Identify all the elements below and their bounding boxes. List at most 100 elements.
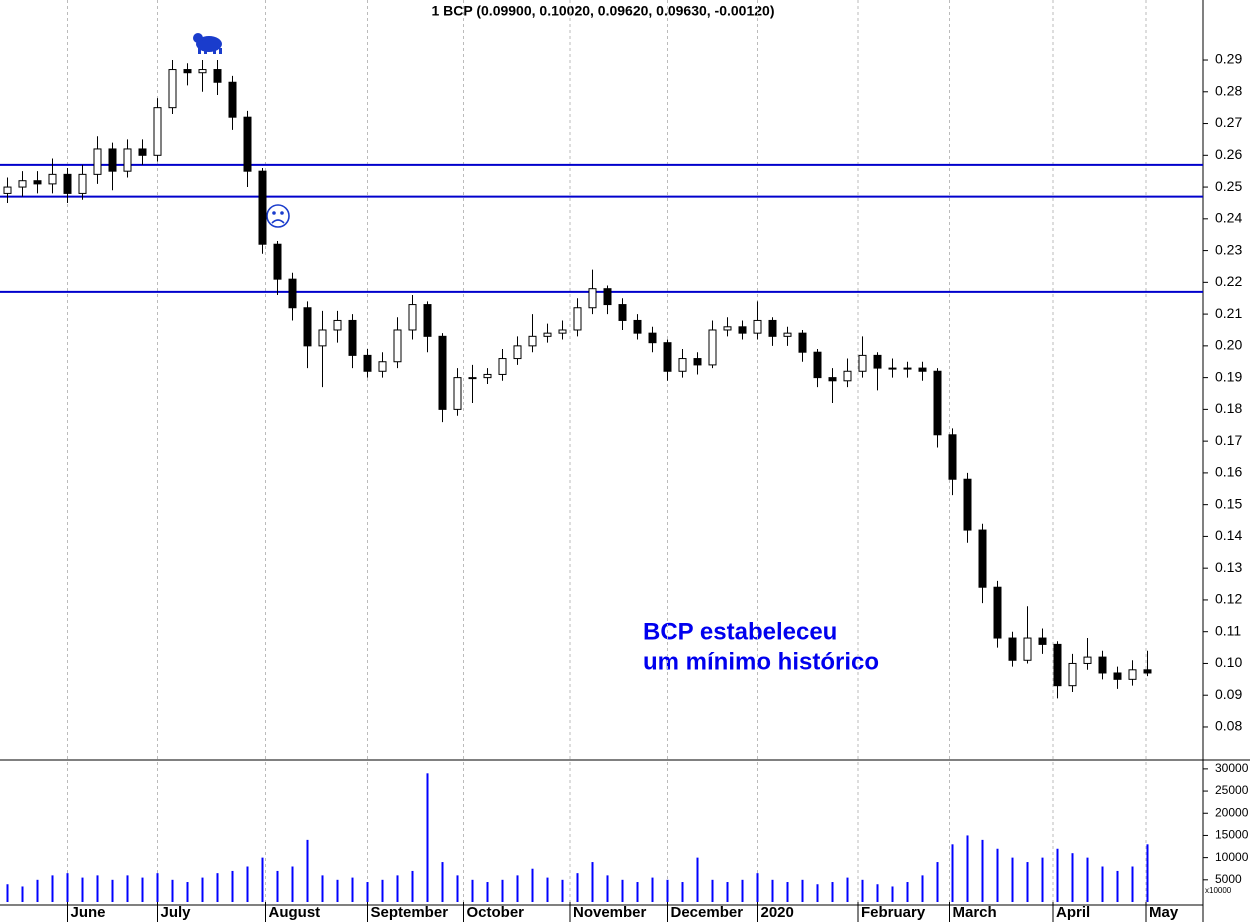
x-tick-label: November	[573, 904, 647, 921]
bull-icon	[193, 33, 222, 54]
candle-body	[483, 373, 492, 379]
candle-body	[1083, 656, 1092, 664]
candle-body	[513, 345, 522, 360]
volume-bar	[951, 844, 954, 902]
y-tick-label: 0.09	[1215, 686, 1242, 702]
candle-body	[753, 319, 762, 334]
y-tick-label: 0.12	[1215, 591, 1242, 607]
candle-body	[48, 173, 57, 185]
volume-bar	[861, 879, 864, 902]
y-tick-label: 10000	[1215, 850, 1249, 864]
y-tick-label: 0.19	[1215, 368, 1242, 384]
x-tick-label: April	[1056, 904, 1090, 921]
candle-body	[108, 148, 117, 172]
volume-bar	[111, 879, 114, 902]
y-tick-label: 0.28	[1215, 82, 1242, 98]
candle-body	[1053, 643, 1062, 687]
x-tick-label: May	[1149, 904, 1179, 921]
candle-body	[1098, 656, 1107, 674]
volume-bar	[636, 882, 639, 902]
x-tick-label: March	[953, 904, 997, 921]
candle-body	[948, 434, 957, 480]
candle-body	[423, 304, 432, 337]
volume-bar	[606, 875, 609, 902]
candle-body	[348, 319, 357, 356]
volume-bar	[156, 873, 159, 902]
volume-bar	[471, 879, 474, 902]
y-tick-label: 0.27	[1215, 114, 1242, 130]
candle-body	[903, 367, 912, 370]
x-tick-label: September	[371, 904, 449, 921]
candle-body	[438, 335, 447, 410]
volume-bar	[726, 882, 729, 902]
volume-bar	[771, 879, 774, 902]
volume-bar	[1056, 848, 1059, 902]
y-tick-label: 0.16	[1215, 464, 1242, 480]
y-tick-label: 0.20	[1215, 337, 1242, 353]
volume-bar	[1101, 866, 1104, 902]
candle-body	[453, 377, 462, 410]
y-tick-label: 0.17	[1215, 432, 1242, 448]
volume-bar	[576, 873, 579, 902]
volume-bar	[1071, 853, 1074, 902]
x-tick-label: October	[467, 904, 525, 921]
volume-bar	[6, 884, 9, 902]
y-tick-label: 0.18	[1215, 400, 1242, 416]
candle-body	[273, 243, 282, 280]
volume-bar	[336, 879, 339, 902]
volume-bar	[591, 862, 594, 902]
candle-body	[798, 332, 807, 353]
volume-bar	[546, 877, 549, 902]
candle-body	[258, 170, 267, 245]
candle-body	[228, 81, 237, 118]
y-tick-label: 0.29	[1215, 51, 1242, 67]
chart-title: 1 BCP (0.09900, 0.10020, 0.09620, 0.0963…	[431, 3, 774, 19]
y-tick-label: 0.13	[1215, 559, 1242, 575]
candle-body	[1008, 637, 1017, 661]
candle-body	[573, 307, 582, 331]
volume-bar	[756, 873, 759, 902]
candle-body	[1143, 669, 1152, 674]
volume-bar	[651, 877, 654, 902]
volume-bar	[741, 879, 744, 902]
volume-bar	[396, 875, 399, 902]
candle-body	[678, 358, 687, 372]
candle-body	[858, 354, 867, 372]
candle-body	[213, 69, 222, 83]
candle-body	[693, 358, 702, 366]
volume-bar	[801, 879, 804, 902]
volume-bar	[141, 877, 144, 902]
volume-bar	[966, 835, 969, 902]
volume-bar	[351, 877, 354, 902]
candle-body	[543, 332, 552, 337]
candle-body	[183, 69, 192, 74]
x-tick-label: February	[861, 904, 926, 921]
volume-bar	[561, 879, 564, 902]
sad-face-icon	[266, 204, 290, 228]
candle-body	[558, 329, 567, 334]
volume-bar	[456, 875, 459, 902]
candle-body	[78, 173, 87, 194]
candle-body	[618, 304, 627, 321]
volume-bar	[621, 879, 624, 902]
volume-bar	[306, 839, 309, 902]
candle-body	[408, 304, 417, 331]
candle-body	[633, 319, 642, 334]
y-tick-label: 0.10	[1215, 654, 1242, 670]
y-tick-label: 0.26	[1215, 146, 1242, 162]
volume-bar	[936, 862, 939, 902]
volume-bar	[696, 857, 699, 902]
candle-body	[888, 367, 897, 370]
candle-body	[93, 148, 102, 175]
y-tick-label: 0.25	[1215, 178, 1242, 194]
x-tick-label: December	[671, 904, 744, 921]
volume-bar	[1011, 857, 1014, 902]
volume-bar	[1086, 857, 1089, 902]
y-tick-label: 0.11	[1215, 622, 1241, 638]
candle-body	[1128, 669, 1137, 680]
volume-bar	[891, 886, 894, 902]
volume-bar	[381, 879, 384, 902]
annotation: BCP estabeleceu	[643, 618, 837, 645]
y-tick-label: 30000	[1215, 761, 1249, 775]
